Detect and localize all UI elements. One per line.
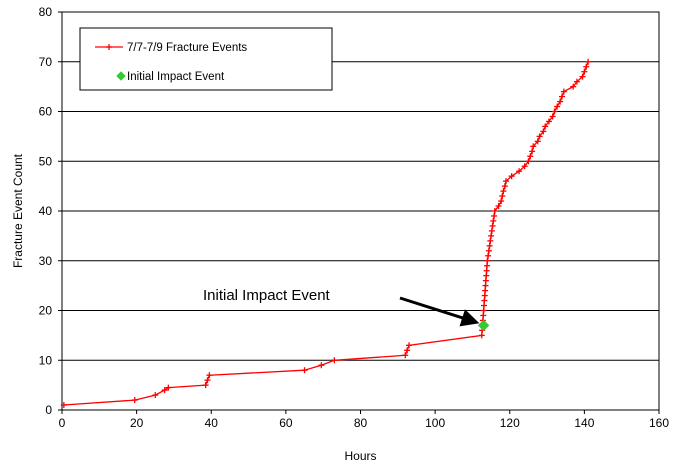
x-tick-label: 0 xyxy=(59,416,66,430)
data-point xyxy=(486,242,493,249)
data-point xyxy=(558,93,565,100)
annotation-arrow xyxy=(399,296,480,327)
data-point xyxy=(536,133,543,140)
y-axis-ticks: 0 10 20 30 40 50 60 70 80 xyxy=(39,5,62,417)
data-point xyxy=(570,83,577,90)
annotation-label: Initial Impact Event xyxy=(203,287,331,304)
data-point xyxy=(583,63,590,70)
data-point xyxy=(318,362,325,369)
data-point xyxy=(560,88,567,95)
data-point xyxy=(495,203,502,210)
x-tick-label: 160 xyxy=(649,416,669,430)
data-point xyxy=(404,347,411,354)
data-point xyxy=(485,247,492,254)
data-point xyxy=(529,148,536,155)
legend-label-fracture-events: 7/7-7/9 Fracture Events xyxy=(127,42,247,54)
data-point xyxy=(498,198,505,205)
x-tick-label: 100 xyxy=(425,416,445,430)
data-point xyxy=(152,392,159,399)
data-point xyxy=(551,108,558,115)
data-point xyxy=(402,352,409,359)
data-point xyxy=(488,227,495,234)
legend-marker-initial-impact xyxy=(116,71,126,81)
data-point xyxy=(204,377,211,384)
impact-point xyxy=(477,319,490,332)
legend-entry-initial-impact: Initial Impact Event xyxy=(116,71,225,83)
x-tick-label: 20 xyxy=(130,416,144,430)
legend-marker-fracture-events xyxy=(106,44,112,50)
x-tick-label: 120 xyxy=(500,416,520,430)
data-point xyxy=(491,208,498,214)
data-point xyxy=(573,78,580,85)
y-tick-label: 30 xyxy=(39,254,53,268)
data-point xyxy=(545,118,552,125)
data-point xyxy=(331,357,338,364)
data-point xyxy=(557,98,564,105)
data-point xyxy=(521,163,528,170)
data-point xyxy=(581,68,588,75)
data-point xyxy=(489,222,496,229)
data-point xyxy=(202,382,209,389)
y-tick-label: 70 xyxy=(39,55,53,69)
data-point xyxy=(530,143,537,150)
data-point xyxy=(499,193,506,200)
y-tick-label: 80 xyxy=(39,5,53,19)
x-tick-label: 140 xyxy=(574,416,594,430)
x-axis-ticks: 0 20 40 60 80 100 120 140 160 xyxy=(59,410,669,430)
data-point xyxy=(516,168,523,175)
y-tick-label: 40 xyxy=(39,204,53,218)
data-point xyxy=(491,212,498,219)
annotation: Initial Impact Event xyxy=(203,287,480,327)
data-point xyxy=(487,237,494,244)
x-tick-label: 40 xyxy=(205,416,219,430)
x-axis-title: Hours xyxy=(344,449,376,463)
data-point xyxy=(579,73,586,80)
data-point xyxy=(525,158,532,165)
data-point xyxy=(585,58,592,65)
data-point xyxy=(527,153,534,160)
y-tick-label: 10 xyxy=(39,353,53,367)
y-tick-label: 20 xyxy=(39,304,53,318)
x-tick-label: 80 xyxy=(354,416,368,430)
data-point xyxy=(554,103,561,110)
data-point xyxy=(484,257,491,264)
y-tick-label: 0 xyxy=(45,403,52,417)
data-point xyxy=(549,113,556,120)
series-layer xyxy=(60,58,592,409)
data-point xyxy=(60,402,67,409)
data-point xyxy=(490,217,497,224)
data-point xyxy=(503,178,510,185)
data-point xyxy=(540,128,547,135)
data-point xyxy=(508,173,515,180)
data-point xyxy=(131,397,138,404)
legend-label-initial-impact: Initial Impact Event xyxy=(127,71,225,83)
data-point xyxy=(485,252,492,259)
data-point xyxy=(488,232,495,239)
gridlines xyxy=(62,61,659,361)
data-point xyxy=(406,342,413,349)
y-tick-label: 60 xyxy=(39,105,53,119)
y-axis-title: Fracture Event Count xyxy=(11,153,25,268)
data-point xyxy=(206,372,213,379)
data-point xyxy=(161,387,168,394)
data-point xyxy=(501,183,508,190)
x-tick-label: 60 xyxy=(279,416,293,430)
data-point xyxy=(301,367,308,374)
legend: 7/7-7/9 Fracture Events Initial Impact E… xyxy=(79,27,333,91)
data-point xyxy=(534,138,541,145)
legend-entry-fracture-events: 7/7-7/9 Fracture Events xyxy=(95,42,247,54)
data-point xyxy=(542,123,549,130)
y-tick-label: 50 xyxy=(39,154,53,168)
data-point xyxy=(165,384,172,391)
data-point xyxy=(500,188,507,195)
